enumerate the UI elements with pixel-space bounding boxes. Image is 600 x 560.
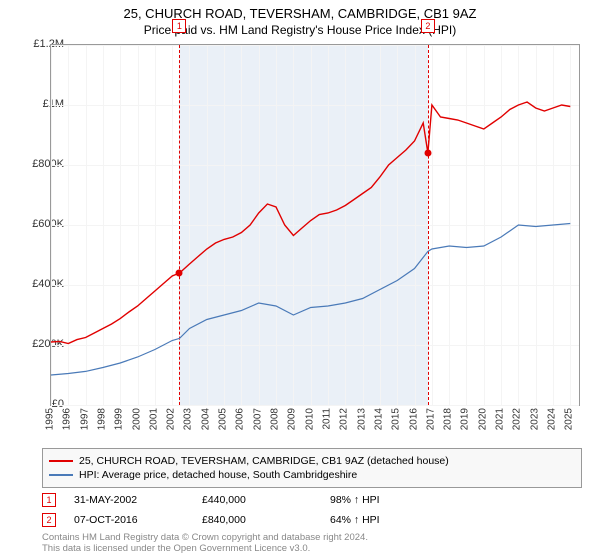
x-axis-label: 2007 <box>252 408 263 430</box>
x-axis-label: 2017 <box>425 408 436 430</box>
legend-item: 25, CHURCH ROAD, TEVERSHAM, CAMBRIDGE, C… <box>49 455 575 467</box>
x-axis-label: 2012 <box>339 408 350 430</box>
x-axis-label: 2022 <box>512 408 523 430</box>
x-axis-label: 1998 <box>96 408 107 430</box>
footer-attribution: Contains HM Land Registry data © Crown c… <box>42 532 368 555</box>
sale-date: 31-MAY-2002 <box>74 494 184 506</box>
legend-label: 25, CHURCH ROAD, TEVERSHAM, CAMBRIDGE, C… <box>79 455 449 467</box>
chart-title: 25, CHURCH ROAD, TEVERSHAM, CAMBRIDGE, C… <box>0 0 600 21</box>
sales-table: 1 31-MAY-2002 £440,000 98% ↑ HPI 2 07-OCT-201… <box>42 490 582 530</box>
x-axis-label: 2001 <box>148 408 159 430</box>
x-axis-label: 2009 <box>287 408 298 430</box>
chart-container: 25, CHURCH ROAD, TEVERSHAM, CAMBRIDGE, C… <box>0 0 600 560</box>
sale-pct: 64% ↑ HPI <box>330 514 380 526</box>
x-axis-label: 2019 <box>460 408 471 430</box>
x-axis-label: 2002 <box>166 408 177 430</box>
sale-date: 07-OCT-2016 <box>74 514 184 526</box>
x-axis-label: 2023 <box>529 408 540 430</box>
x-axis-label: 2016 <box>408 408 419 430</box>
x-axis-label: 1999 <box>114 408 125 430</box>
x-axis-label: 2008 <box>270 408 281 430</box>
x-axis-label: 2000 <box>131 408 142 430</box>
x-axis-label: 2003 <box>183 408 194 430</box>
x-axis-label: 2011 <box>321 408 332 430</box>
x-axis-label: 2015 <box>391 408 402 430</box>
x-axis-label: 2020 <box>477 408 488 430</box>
x-axis-label: 2013 <box>356 408 367 430</box>
sale-price: £440,000 <box>202 494 312 506</box>
legend-swatch <box>49 474 73 476</box>
x-axis-label: 1997 <box>79 408 90 430</box>
x-axis-label: 2010 <box>304 408 315 430</box>
plot-area: 12 <box>50 44 580 406</box>
legend-label: HPI: Average price, detached house, Sout… <box>79 469 357 481</box>
x-axis-label: 2018 <box>443 408 454 430</box>
x-axis-label: 2006 <box>235 408 246 430</box>
x-axis-label: 1996 <box>62 408 73 430</box>
x-axis-label: 2005 <box>218 408 229 430</box>
x-axis-label: 2004 <box>200 408 211 430</box>
x-axis-label: 2021 <box>495 408 506 430</box>
legend: 25, CHURCH ROAD, TEVERSHAM, CAMBRIDGE, C… <box>42 448 582 488</box>
x-axis-label: 1995 <box>45 408 56 430</box>
sale-row: 1 31-MAY-2002 £440,000 98% ↑ HPI <box>42 490 582 510</box>
x-axis-label: 2025 <box>564 408 575 430</box>
sale-pct: 98% ↑ HPI <box>330 494 380 506</box>
sale-row-marker: 2 <box>42 513 56 527</box>
sale-row-marker: 1 <box>42 493 56 507</box>
series-line-hpi <box>51 224 570 376</box>
x-axis-label: 2014 <box>373 408 384 430</box>
legend-item: HPI: Average price, detached house, Sout… <box>49 469 575 481</box>
sale-price: £840,000 <box>202 514 312 526</box>
x-axis-label: 2024 <box>547 408 558 430</box>
sale-row: 2 07-OCT-2016 £840,000 64% ↑ HPI <box>42 510 582 530</box>
footer-line-1: Contains HM Land Registry data © Crown c… <box>42 532 368 543</box>
sale-marker-box: 1 <box>172 19 186 33</box>
footer-line-2: This data is licensed under the Open Gov… <box>42 543 368 554</box>
sale-marker-box: 2 <box>421 19 435 33</box>
legend-swatch <box>49 460 73 462</box>
chart-subtitle: Price paid vs. HM Land Registry's House … <box>0 21 600 37</box>
gridline-h <box>51 405 579 406</box>
